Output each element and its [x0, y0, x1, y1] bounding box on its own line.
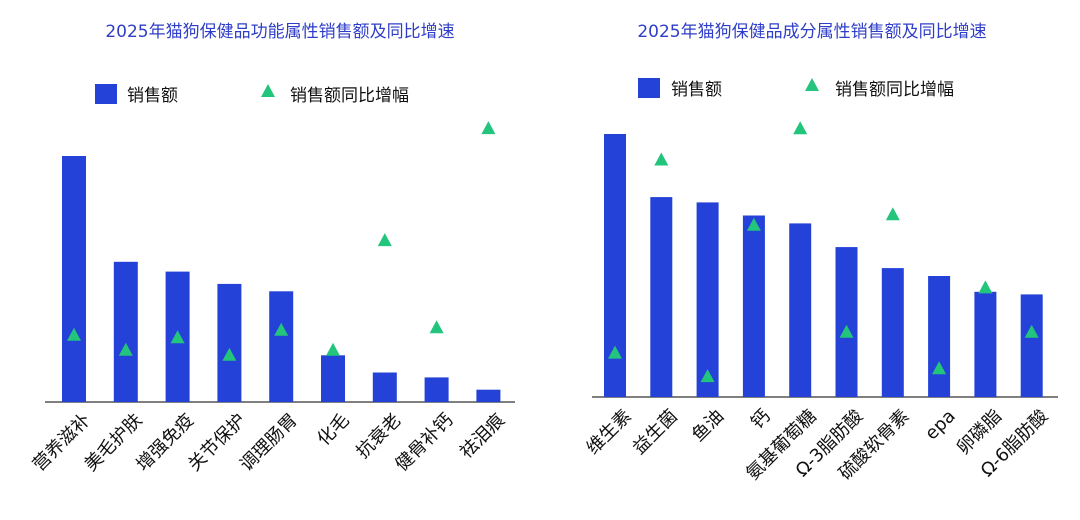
- growth-triangle: [608, 345, 622, 359]
- legend-label-growth: 销售额同比增幅: [290, 86, 409, 106]
- x-tick-label: epa: [921, 406, 960, 445]
- growth-triangle: [1024, 324, 1039, 338]
- bars-group: [604, 134, 1043, 397]
- growth-triangle: [377, 233, 392, 247]
- chart-ingredient-attributes: 2025年猫狗保健品成分属性销售额及同比增速 销售额 销售额同比增幅 维生素益生…: [583, 22, 1058, 484]
- legend-label-growth: 销售额同比增幅: [835, 80, 954, 100]
- bar: [269, 291, 294, 402]
- bar: [928, 276, 951, 397]
- chart-title: 2025年猫狗保健品功能属性销售额及同比增速: [105, 22, 454, 42]
- growth-triangle: [429, 320, 444, 334]
- bar: [62, 156, 86, 402]
- bar: [789, 223, 812, 397]
- growth-triangle: [654, 152, 669, 166]
- growth-triangle: [118, 342, 133, 356]
- growth-triangle: [793, 121, 808, 135]
- x-tick-label: 调理肠胃: [236, 410, 302, 476]
- x-tick-label: 化毛: [313, 410, 353, 450]
- legend-bar-swatch: [95, 84, 117, 104]
- legend-label-sales: 销售额: [671, 80, 722, 100]
- growth-triangle: [746, 217, 761, 231]
- x-tick-label: 健骨补钙: [391, 410, 457, 476]
- triangles-group: [67, 121, 496, 361]
- bar: [742, 215, 765, 397]
- legend-triangle-swatch: [805, 78, 819, 91]
- bar: [604, 134, 626, 397]
- bar: [696, 202, 719, 397]
- legend-triangle-swatch: [261, 84, 275, 97]
- x-tick-label: 钙: [747, 406, 775, 434]
- x-tick-label: 鱼油: [688, 406, 728, 446]
- bar: [372, 372, 397, 402]
- growth-triangle: [700, 369, 715, 383]
- growth-triangle: [839, 324, 854, 338]
- legend: 销售额 销售额同比增幅: [638, 78, 954, 100]
- bar: [835, 247, 858, 397]
- growth-triangle: [978, 280, 993, 294]
- growth-triangle: [932, 361, 947, 375]
- legend: 销售额 销售额同比增幅: [95, 84, 409, 106]
- x-tick-label: 益生菌: [629, 406, 682, 459]
- bar: [881, 268, 904, 397]
- growth-triangle: [885, 207, 900, 221]
- bar: [476, 389, 501, 402]
- x-tick-label: 维生素: [583, 406, 636, 459]
- bar: [217, 283, 242, 402]
- bar: [321, 355, 345, 402]
- chart-title: 2025年猫狗保健品成分属性销售额及同比增速: [637, 22, 986, 42]
- bar: [974, 291, 997, 397]
- growth-triangle: [326, 342, 340, 356]
- chart-functional-attributes: 2025年猫狗保健品功能属性销售额及同比增速 销售额 销售额同比增幅 营养滋补美…: [29, 22, 515, 475]
- growth-triangle: [170, 330, 185, 344]
- growth-triangle: [481, 121, 496, 135]
- bar: [1020, 294, 1043, 397]
- bar: [650, 197, 673, 397]
- bars-group: [62, 156, 501, 402]
- bar: [424, 377, 449, 402]
- triangles-group: [608, 121, 1039, 383]
- growth-triangle: [67, 327, 81, 341]
- legend-bar-swatch: [638, 78, 660, 98]
- growth-triangle: [274, 322, 289, 336]
- x-tick-label: 祛泪痕: [456, 410, 509, 463]
- growth-triangle: [222, 347, 237, 361]
- bar: [113, 261, 138, 402]
- legend-label-sales: 销售额: [127, 86, 178, 106]
